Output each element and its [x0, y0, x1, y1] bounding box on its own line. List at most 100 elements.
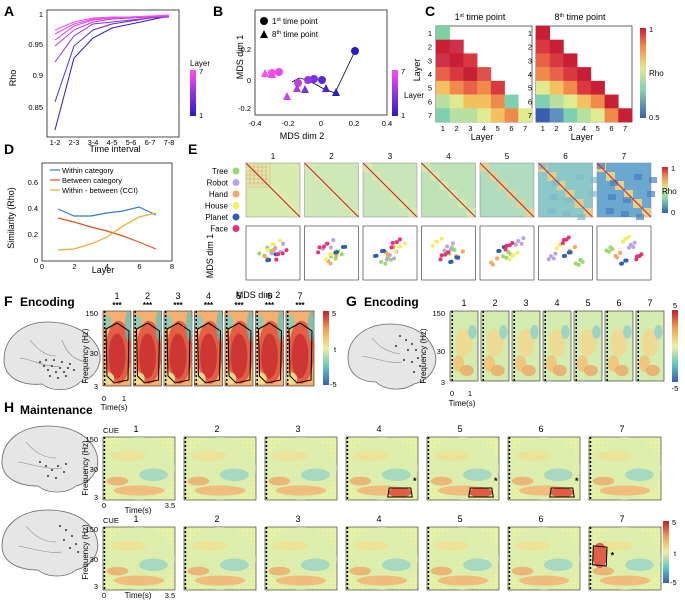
b-ytick: -0.2: [238, 104, 251, 113]
e-mds-point: [460, 249, 465, 254]
b-point-l3-t1: [310, 75, 318, 83]
e-cbar-tick: 1: [671, 164, 675, 173]
tf-significance-contour: [387, 487, 413, 498]
c-left-ytick: 5: [428, 84, 432, 93]
f-layer-label: 1: [114, 291, 119, 301]
e-mds-point: [573, 244, 578, 249]
c-left-ytick: 7: [428, 111, 432, 120]
h-layer-label: 2: [214, 424, 219, 434]
e-mds-point: [392, 256, 397, 261]
tf-map-blob: [434, 540, 471, 551]
e-mds-point: [257, 251, 262, 256]
e-mds-point: [516, 238, 521, 243]
e-mds-point: [270, 242, 275, 247]
tf-significance-contour: [288, 322, 313, 384]
panel-b-ylabel: MDS dim 1: [235, 35, 245, 80]
c-xlabel-right: Layer: [571, 132, 594, 142]
e-mds-point: [379, 249, 384, 254]
e-rsm-diagonal: [421, 162, 476, 218]
h-tf-map: [507, 436, 581, 501]
e-mds-point: [262, 254, 267, 259]
e-mds-point: [566, 250, 571, 255]
tf-significance-contour: [549, 487, 575, 498]
d-xtick: 0: [40, 262, 44, 271]
c-right-cell: [577, 80, 592, 95]
tf-map-blob: [272, 450, 309, 461]
tf-map-blob: [169, 333, 187, 379]
tf-map-blob: [382, 468, 411, 482]
e-mds-point: [271, 247, 276, 252]
h-tf-map: [588, 436, 662, 501]
e-rsm-patch: [634, 174, 642, 180]
panel-b-colorbar: [392, 70, 398, 116]
tf-map-blob: [103, 372, 115, 385]
panel-a-xlabel: Time interval: [89, 144, 140, 154]
e-mds-point: [317, 245, 322, 250]
h-brain-image-bottom: [1, 509, 99, 577]
tf-map-blob: [191, 450, 228, 461]
e-mds-point: [269, 251, 274, 256]
e-mds-point: [324, 257, 329, 262]
tf-map-blob: [515, 540, 552, 551]
c-left-cell: [518, 108, 533, 123]
c-left-cell: [436, 108, 451, 123]
e-category-robot: Robot: [207, 179, 229, 188]
tf-significance-contour: [592, 545, 608, 567]
tf-map-blob: [463, 558, 492, 572]
c-left-cell: [477, 67, 492, 82]
e-mds-point: [623, 258, 628, 263]
e-colorbar: [662, 167, 668, 213]
h-layer-label: 2: [214, 514, 219, 524]
c-left-xtick: 3: [468, 124, 472, 133]
g-layer-label: 7: [647, 298, 652, 308]
tf-map-blob: [277, 311, 285, 341]
tf-map-blob: [286, 372, 298, 385]
f-significance: ***: [204, 301, 214, 310]
tf-map-blob: [550, 487, 574, 498]
e-rsm-patch: [610, 180, 618, 186]
h-tf-map: [345, 436, 419, 501]
tf-map-blob: [110, 450, 147, 461]
e-layer-label: 6: [563, 152, 568, 161]
g-ytick: 150: [432, 309, 445, 318]
tf-map-blob: [139, 558, 168, 572]
h-tf-map: [426, 526, 500, 591]
g-tf-map: [480, 310, 510, 382]
d-ylabel: Similarity (Rho): [6, 187, 16, 249]
e-rsm-patch: [564, 197, 573, 203]
c-right-cell: [563, 80, 578, 95]
e-mds-point: [515, 250, 520, 255]
e-rsm-patch: [549, 194, 558, 200]
tf-map-blob: [518, 575, 570, 586]
b-point-l6-t1: [275, 68, 283, 76]
tf-map-blob: [255, 314, 264, 330]
c-right-cell: [604, 108, 619, 123]
g-xtick: 1: [468, 389, 472, 398]
e-layer-label: 1: [271, 152, 276, 161]
tf-map-blob: [579, 328, 597, 357]
e-mds-point: [333, 250, 338, 255]
tf-map-blob: [261, 333, 278, 379]
tf-map-blob: [275, 485, 327, 496]
legend-triangle-marker: [260, 30, 268, 38]
e-rsm-patch: [588, 191, 597, 197]
h-ytick: 30: [90, 465, 98, 474]
a-cbar-label: Layer: [190, 59, 210, 68]
c-right-xtick: 3: [568, 124, 572, 133]
c-left-cell: [449, 94, 464, 109]
e-layer-label: 2: [329, 152, 334, 161]
c-right-cell: [577, 94, 592, 109]
c-right-cell: [549, 39, 564, 54]
d-legend-cci: Within - between (CCI): [62, 186, 138, 195]
c-right-cell: [536, 80, 551, 95]
c-right-cell: [563, 108, 578, 123]
a-xtick: 2-3: [69, 138, 80, 147]
e-mds-point: [328, 245, 333, 250]
tf-map-blob: [353, 540, 390, 551]
e-rsm-patch: [551, 180, 560, 186]
e-layer-label: 3: [388, 152, 393, 161]
d-xtick: 8: [170, 262, 174, 271]
e-mds-plots: [245, 225, 652, 281]
